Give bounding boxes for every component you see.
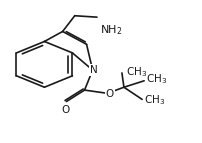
Text: O: O xyxy=(106,89,114,99)
Text: CH$_3$: CH$_3$ xyxy=(126,65,147,79)
Text: CH$_3$: CH$_3$ xyxy=(146,73,167,86)
Text: N: N xyxy=(90,65,98,75)
Text: NH$_2$: NH$_2$ xyxy=(100,23,123,37)
Text: O: O xyxy=(61,105,69,115)
Text: CH$_3$: CH$_3$ xyxy=(144,94,165,107)
